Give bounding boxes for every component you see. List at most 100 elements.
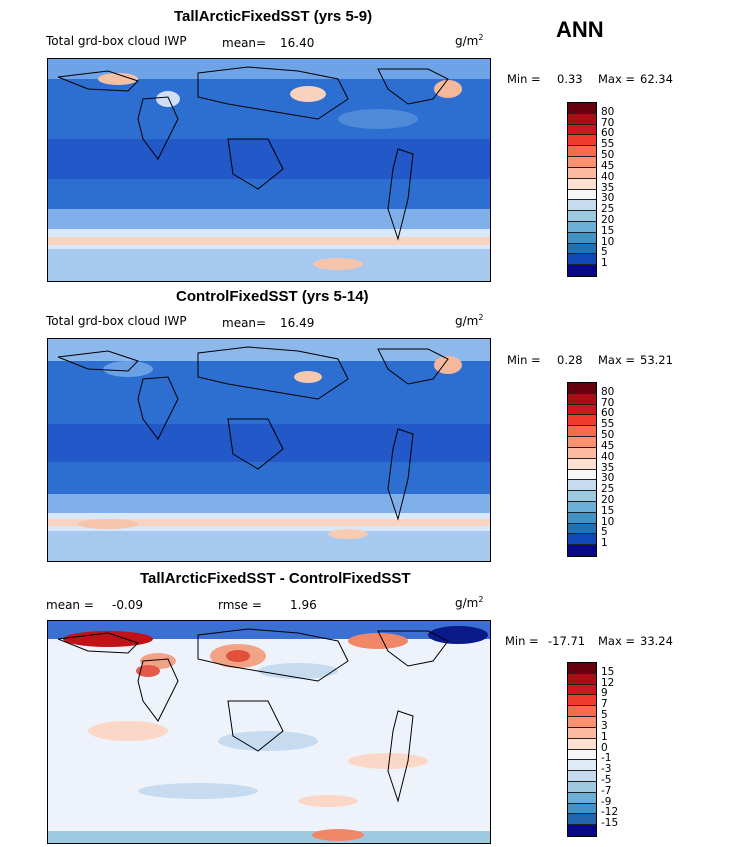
- colorbar-swatch: [568, 695, 596, 707]
- colorbar-tick-label: 9: [601, 687, 608, 700]
- colorbar-tick-label: 5: [601, 246, 608, 259]
- colorbar-tick-label: 50: [601, 149, 615, 162]
- colorbar-tick-label: 1: [601, 537, 608, 550]
- colorbar-tick-label: 3: [601, 719, 608, 732]
- colorbar-swatch: [568, 167, 596, 179]
- colorbar-tick-label: 55: [601, 138, 615, 151]
- panel-1-min-value: 0.33: [557, 72, 583, 86]
- colorbar-swatch: [568, 534, 596, 546]
- colorbar-swatch: [568, 814, 596, 826]
- colorbar-tick-label: 12: [601, 676, 615, 689]
- colorbar-tick-label: 5: [601, 526, 608, 539]
- colorbar-tick-label: 80: [601, 105, 615, 118]
- colorbar-swatch: [568, 545, 596, 556]
- colorbar-swatch: [568, 404, 596, 416]
- panel-1-mean-value: 16.40: [280, 36, 315, 50]
- panel-3-mean-label: mean =: [46, 598, 94, 612]
- colorbar-tick-label: 60: [601, 127, 615, 140]
- colorbar-tick-label: 70: [601, 116, 615, 129]
- colorbar-tick-label: 45: [601, 439, 615, 452]
- colorbar-tick-label: -9: [601, 795, 612, 808]
- panel-1-subtitle: Total grd-box cloud IWP: [46, 34, 187, 48]
- colorbar-swatch: [568, 717, 596, 728]
- colorbar-swatch: [568, 684, 596, 696]
- panel-1-max-value: 62.34: [640, 72, 673, 86]
- colorbar-swatch: [568, 781, 596, 793]
- colorbar-tick-label: 45: [601, 159, 615, 172]
- colorbar-swatch: [568, 124, 596, 136]
- colorbar-swatch: [568, 792, 596, 804]
- colorbar-swatch: [568, 200, 596, 212]
- colorbar-swatch: [568, 512, 596, 524]
- panel-3-max-label: Max =: [598, 634, 636, 648]
- colorbar-tick-label: 70: [601, 396, 615, 409]
- colorbar-tick-label: -5: [601, 773, 612, 786]
- panel-1-map-field: [48, 59, 490, 281]
- panel-3-map: [47, 620, 491, 844]
- panel-3-colorbar: [567, 662, 597, 837]
- colorbar-tick-label: 25: [601, 203, 615, 216]
- colorbar-swatch: [568, 501, 596, 513]
- colorbar-swatch: [568, 146, 596, 158]
- panel-2-colorbar: [567, 382, 597, 557]
- colorbar-swatch: [568, 178, 596, 190]
- colorbar-swatch: [568, 426, 596, 438]
- colorbar-swatch: [568, 825, 596, 836]
- colorbar-swatch: [568, 393, 596, 405]
- panel-2-mean-label: mean=: [222, 316, 267, 330]
- panel-2-max-label: Max =: [598, 353, 636, 367]
- colorbar-tick-label: -12: [601, 806, 619, 819]
- colorbar-swatch: [568, 480, 596, 492]
- colorbar-swatch: [568, 706, 596, 718]
- colorbar-swatch: [568, 113, 596, 125]
- colorbar-tick-label: 40: [601, 170, 615, 183]
- panel-3-title: TallArcticFixedSST - ControlFixedSST: [140, 570, 411, 587]
- colorbar-tick-label: 35: [601, 461, 615, 474]
- panel-1-units: g/m2: [455, 33, 484, 48]
- panel-3-mean-value: -0.09: [112, 598, 144, 612]
- colorbar-swatch: [568, 469, 596, 481]
- colorbar-tick-label: -1: [601, 752, 612, 765]
- panel-2-max-value: 53.21: [640, 353, 673, 367]
- panel-1-mean-label: mean=: [222, 36, 267, 50]
- colorbar-swatch: [568, 232, 596, 244]
- colorbar-tick-label: 0: [601, 741, 608, 754]
- panel-1-colorbar: [567, 102, 597, 277]
- colorbar-swatch: [568, 491, 596, 502]
- colorbar-tick-label: 15: [601, 665, 615, 678]
- colorbar-swatch: [568, 771, 596, 782]
- colorbar-swatch: [568, 415, 596, 427]
- colorbar-swatch: [568, 523, 596, 535]
- colorbar-tick-label: -15: [601, 817, 619, 830]
- panel-3-rmse-label: rmse =: [218, 598, 262, 612]
- colorbar-swatch: [568, 221, 596, 233]
- colorbar-tick-label: 20: [601, 213, 615, 226]
- colorbar-swatch: [568, 135, 596, 147]
- colorbar-tick-label: 15: [601, 224, 615, 237]
- colorbar-tick-label: 15: [601, 504, 615, 517]
- colorbar-tick-label: 80: [601, 385, 615, 398]
- panel-2-map: [47, 338, 491, 562]
- colorbar-swatch: [568, 738, 596, 750]
- colorbar-tick-label: 1: [601, 730, 608, 743]
- colorbar-tick-label: -3: [601, 763, 612, 776]
- colorbar-swatch: [568, 211, 596, 222]
- panel-3-rmse-value: 1.96: [290, 598, 317, 612]
- colorbar-tick-label: 10: [601, 515, 615, 528]
- colorbar-tick-label: 10: [601, 235, 615, 248]
- colorbar-tick-label: 25: [601, 483, 615, 496]
- colorbar-swatch: [568, 189, 596, 201]
- colorbar-swatch: [568, 243, 596, 255]
- colorbar-swatch: [568, 437, 596, 448]
- colorbar-tick-label: 50: [601, 429, 615, 442]
- colorbar-swatch: [568, 103, 596, 114]
- colorbar-swatch: [568, 760, 596, 772]
- colorbar-tick-label: 40: [601, 450, 615, 463]
- panel-3-map-field: [48, 621, 490, 843]
- panel-1-map: [47, 58, 491, 282]
- panel-3-units: g/m2: [455, 595, 484, 610]
- colorbar-swatch: [568, 157, 596, 168]
- colorbar-swatch: [568, 673, 596, 685]
- colorbar-tick-label: 20: [601, 493, 615, 506]
- panel-2-units: g/m2: [455, 313, 484, 328]
